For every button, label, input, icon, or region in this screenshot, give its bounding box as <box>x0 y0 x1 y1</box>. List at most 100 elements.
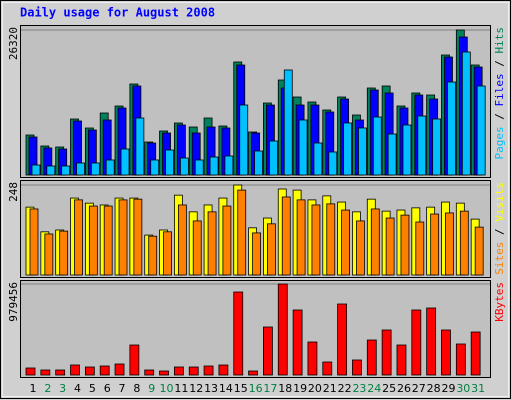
bar <box>313 142 323 176</box>
bar <box>352 359 362 376</box>
legend-entry: Files <box>493 73 506 106</box>
bar <box>455 343 466 376</box>
legend-entry: KBytes <box>493 282 506 322</box>
x-tick-label: 24 <box>367 382 381 395</box>
bar <box>298 119 308 176</box>
legend-entry: Pages <box>493 126 506 159</box>
bar <box>46 165 56 176</box>
bar <box>252 232 261 276</box>
bar <box>281 196 291 276</box>
x-tick-label: 14 <box>219 382 233 395</box>
bar <box>207 211 217 276</box>
bar <box>118 199 128 276</box>
legend-entry: Hits <box>493 27 506 54</box>
bar <box>381 329 392 376</box>
bar <box>269 140 278 176</box>
x-tick-label: 22 <box>338 382 352 395</box>
bar <box>366 339 377 376</box>
legend-entry: Sites <box>493 242 506 275</box>
x-tick-label: 10 <box>160 382 174 395</box>
x-tick-label: 3 <box>59 382 66 395</box>
bar <box>148 235 158 276</box>
x-tick-label: 4 <box>74 382 81 395</box>
bar <box>254 150 263 176</box>
legend-separator: / <box>493 107 506 127</box>
bar <box>44 233 54 276</box>
x-tick-label: 28 <box>427 382 441 395</box>
bar <box>194 159 204 176</box>
bar <box>90 162 100 176</box>
bar <box>233 291 244 376</box>
bar <box>84 366 95 376</box>
x-tick-label: 1 <box>30 382 37 395</box>
bar <box>385 217 395 276</box>
x-tick-label: 30 <box>456 382 470 395</box>
x-tick-label: 19 <box>293 382 307 395</box>
legend-entry: Visits <box>493 182 506 222</box>
bar <box>476 85 486 176</box>
x-tick-label: 31 <box>471 382 485 395</box>
x-tick-label: 7 <box>119 382 126 395</box>
bar <box>163 231 172 276</box>
bar <box>144 369 155 376</box>
x-tick-label: 21 <box>323 382 337 395</box>
x-tick-label: 6 <box>104 382 111 395</box>
bar <box>29 208 39 276</box>
x-tick-label: 23 <box>352 382 366 395</box>
bar <box>237 189 247 276</box>
bar <box>417 115 427 176</box>
bar <box>411 309 422 376</box>
bar <box>356 220 365 276</box>
bar <box>177 204 187 276</box>
bar <box>40 369 51 376</box>
bar <box>461 51 471 176</box>
bar <box>267 223 276 276</box>
bar <box>341 209 351 276</box>
x-tick-label: 5 <box>89 382 96 395</box>
x-tick-label: 13 <box>204 382 218 395</box>
legend-separator: / <box>493 222 506 242</box>
bar <box>218 364 229 376</box>
bar <box>159 370 169 376</box>
bar <box>25 367 36 376</box>
bar <box>474 226 484 276</box>
chart-title: Daily usage for August 2008 <box>20 6 215 20</box>
x-tick-label: 17 <box>263 382 277 395</box>
bar <box>133 198 143 276</box>
bar <box>222 205 232 276</box>
bar <box>99 365 110 376</box>
bar <box>470 331 481 376</box>
bar <box>74 199 83 276</box>
bar <box>59 230 69 276</box>
bar <box>105 159 115 176</box>
frame-bevel <box>2 2 509 397</box>
bar <box>311 204 321 276</box>
x-tick-label: 25 <box>382 382 396 395</box>
bar <box>70 364 80 376</box>
legend: Sites / Visits <box>493 182 506 275</box>
bar <box>173 366 184 376</box>
x-tick-label: 8 <box>133 382 140 395</box>
bar <box>337 303 348 376</box>
bar <box>203 365 214 376</box>
bar <box>76 162 85 176</box>
bar <box>296 199 306 276</box>
bar <box>188 366 199 376</box>
bar <box>129 344 140 376</box>
x-tick-label: 26 <box>397 382 411 395</box>
bar <box>277 283 288 376</box>
bar <box>135 117 145 176</box>
bar <box>292 309 303 376</box>
bar <box>248 370 258 376</box>
bar <box>387 133 397 176</box>
bar <box>120 148 130 176</box>
bar <box>165 149 174 176</box>
bar <box>61 165 71 176</box>
bar <box>192 220 202 276</box>
x-tick-label: 18 <box>278 382 292 395</box>
bar <box>283 69 293 176</box>
bar <box>396 344 407 376</box>
